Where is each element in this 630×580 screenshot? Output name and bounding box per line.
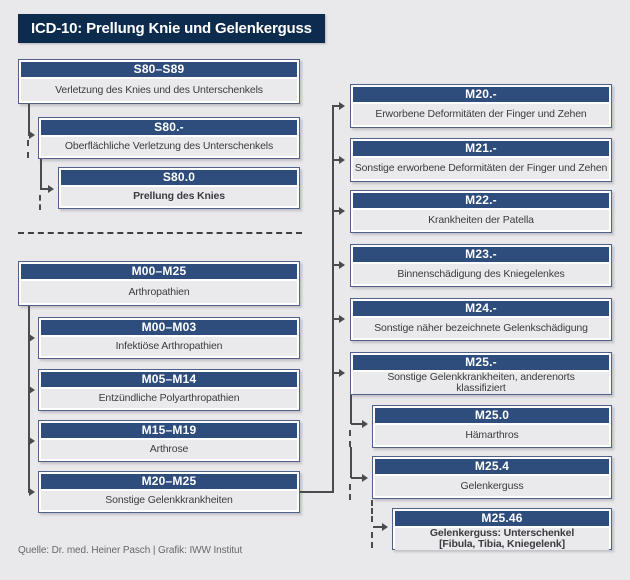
connector-s80-arrow [29, 131, 35, 139]
node-s80-0: S80.0 Prellung des Knies [58, 167, 300, 209]
connector-s80-0-arrow [41, 185, 54, 193]
node-label: Arthrose [41, 440, 297, 459]
connector-m24-arrow [333, 315, 345, 323]
node-code: M25.0 [375, 408, 609, 423]
node-code: M25.- [353, 355, 609, 370]
node-s80: S80.- Oberflächliche Verletzung des Unte… [38, 117, 300, 159]
connector-m25-46-omitted-top [371, 500, 373, 522]
node-m20: M20.- Erworbene Deformitäten der Finger … [350, 84, 612, 128]
node-code: M20–M25 [41, 474, 297, 489]
node-label-line1: Gelenkerguss: Unterschenkel [429, 527, 575, 539]
node-label: Verletzung des Knies und des Unterschenk… [21, 79, 297, 101]
connector-s80-trunk [28, 104, 30, 136]
node-code: M15–M19 [41, 423, 297, 438]
node-label-line1: Sonstige Gelenkkrankheiten, anderenorts [387, 371, 575, 383]
node-m21: M21.- Sonstige erworbene Deformitäten de… [350, 138, 612, 182]
connector-m25-children-trunk [350, 395, 352, 424]
node-m23: M23.- Binnenschädigung des Kniegelenkes [350, 244, 612, 287]
node-m22: M22.- Krankheiten der Patella [350, 190, 612, 233]
node-label: Prellung des Knies [61, 187, 297, 206]
node-m00-m25: M00–M25 Arthropathien [18, 261, 300, 306]
connector-m20-arrow [333, 102, 345, 110]
node-label: Entzündliche Polyarthropathien [41, 389, 297, 408]
connector-m25-46-arrow [373, 523, 388, 531]
node-m20-m25: M20–M25 Sonstige Gelenkkrankheiten [38, 471, 300, 513]
node-code: M20.- [353, 87, 609, 102]
node-m24: M24.- Sonstige näher bezeichnete Gelenks… [350, 298, 612, 341]
node-label: Sonstige Gelenkkrankheiten [41, 491, 297, 510]
node-m15-m19: M15–M19 Arthrose [38, 420, 300, 462]
connector-s80-omitted [27, 140, 29, 158]
connector-m-trunk [28, 306, 30, 493]
node-m25-46: M25.46 Gelenkerguss: Unterschenkel [Fibu… [392, 508, 612, 550]
node-label: Infektiöse Arthropathien [41, 337, 297, 356]
node-code: M25.46 [395, 511, 609, 526]
node-m25-4: M25.4 Gelenkerguss [372, 456, 612, 499]
connector-m25-4-arrow [351, 474, 368, 482]
connector-bridge-horizontal [300, 491, 333, 493]
section-divider [18, 232, 302, 234]
connector-m22-arrow [333, 207, 345, 215]
connector-m25-children-trunk2 [350, 447, 352, 478]
node-label: Sonstige näher bezeichnete Gelenkschädig… [353, 318, 609, 338]
connector-m25-omitted-1 [349, 430, 351, 447]
node-code: M00–M25 [21, 264, 297, 279]
node-m25-0: M25.0 Hämarthros [372, 405, 612, 448]
node-code: M24.- [353, 301, 609, 316]
connector-m25-arrow [333, 369, 345, 377]
node-label: Sonstige Gelenkkrankheiten, anderenorts … [353, 372, 609, 394]
node-label: Gelenkerguss: Unterschenkel [Fibula, Tib… [395, 528, 609, 550]
node-code: M23.- [353, 247, 609, 262]
node-code: M21.- [353, 141, 609, 156]
node-code: M22.- [353, 193, 609, 208]
node-label: Arthropathien [21, 281, 297, 303]
page-title: ICD-10: Prellung Knie und Gelenkerguss [18, 14, 325, 43]
node-label: Hämarthros [375, 425, 609, 445]
connector-m15-m19-arrow [29, 437, 35, 445]
node-m00-m03: M00–M03 Infektiöse Arthropathien [38, 317, 300, 359]
node-label: Krankheiten der Patella [353, 210, 609, 230]
node-m05-m14: M05–M14 Entzündliche Polyarthropathien [38, 369, 300, 411]
connector-right-trunk [332, 105, 334, 493]
node-code: M25.4 [375, 459, 609, 474]
node-label-line2: klassifiziert [456, 382, 506, 394]
node-label: Binnenschädigung des Kniegelenkes [353, 264, 609, 284]
connector-m00-m03-arrow [29, 334, 35, 342]
node-s80-s89: S80–S89 Verletzung des Knies und des Unt… [18, 59, 300, 104]
source-credit: Quelle: Dr. med. Heiner Pasch | Grafik: … [18, 545, 243, 556]
node-label: Gelenkerguss [375, 476, 609, 496]
node-m25: M25.- Sonstige Gelenkkrankheiten, andere… [350, 352, 612, 395]
connector-m05-m14-arrow [29, 386, 35, 394]
node-label: Sonstige erworbene Deformitäten der Fing… [353, 158, 609, 179]
connector-s80-0-trunk [40, 159, 42, 190]
node-code: S80.0 [61, 170, 297, 185]
node-code: M00–M03 [41, 320, 297, 335]
node-label-line2: [Fibula, Tibia, Kniegelenk] [439, 538, 565, 550]
connector-m23-arrow [333, 261, 345, 269]
connector-m25-46-omitted-bottom [371, 532, 373, 548]
node-code: S80.- [41, 120, 297, 135]
connector-m25-omitted-2 [349, 484, 351, 500]
node-code: S80–S89 [21, 62, 297, 77]
connector-m21-arrow [333, 156, 345, 164]
node-label: Erworbene Deformitäten der Finger und Ze… [353, 104, 609, 125]
connector-m20-m25-arrow [29, 488, 35, 496]
node-code: M05–M14 [41, 372, 297, 387]
connector-m25-0-arrow [351, 420, 368, 428]
connector-s80-0-omitted [39, 195, 41, 210]
node-label: Oberflächliche Verletzung des Unterschen… [41, 137, 297, 156]
